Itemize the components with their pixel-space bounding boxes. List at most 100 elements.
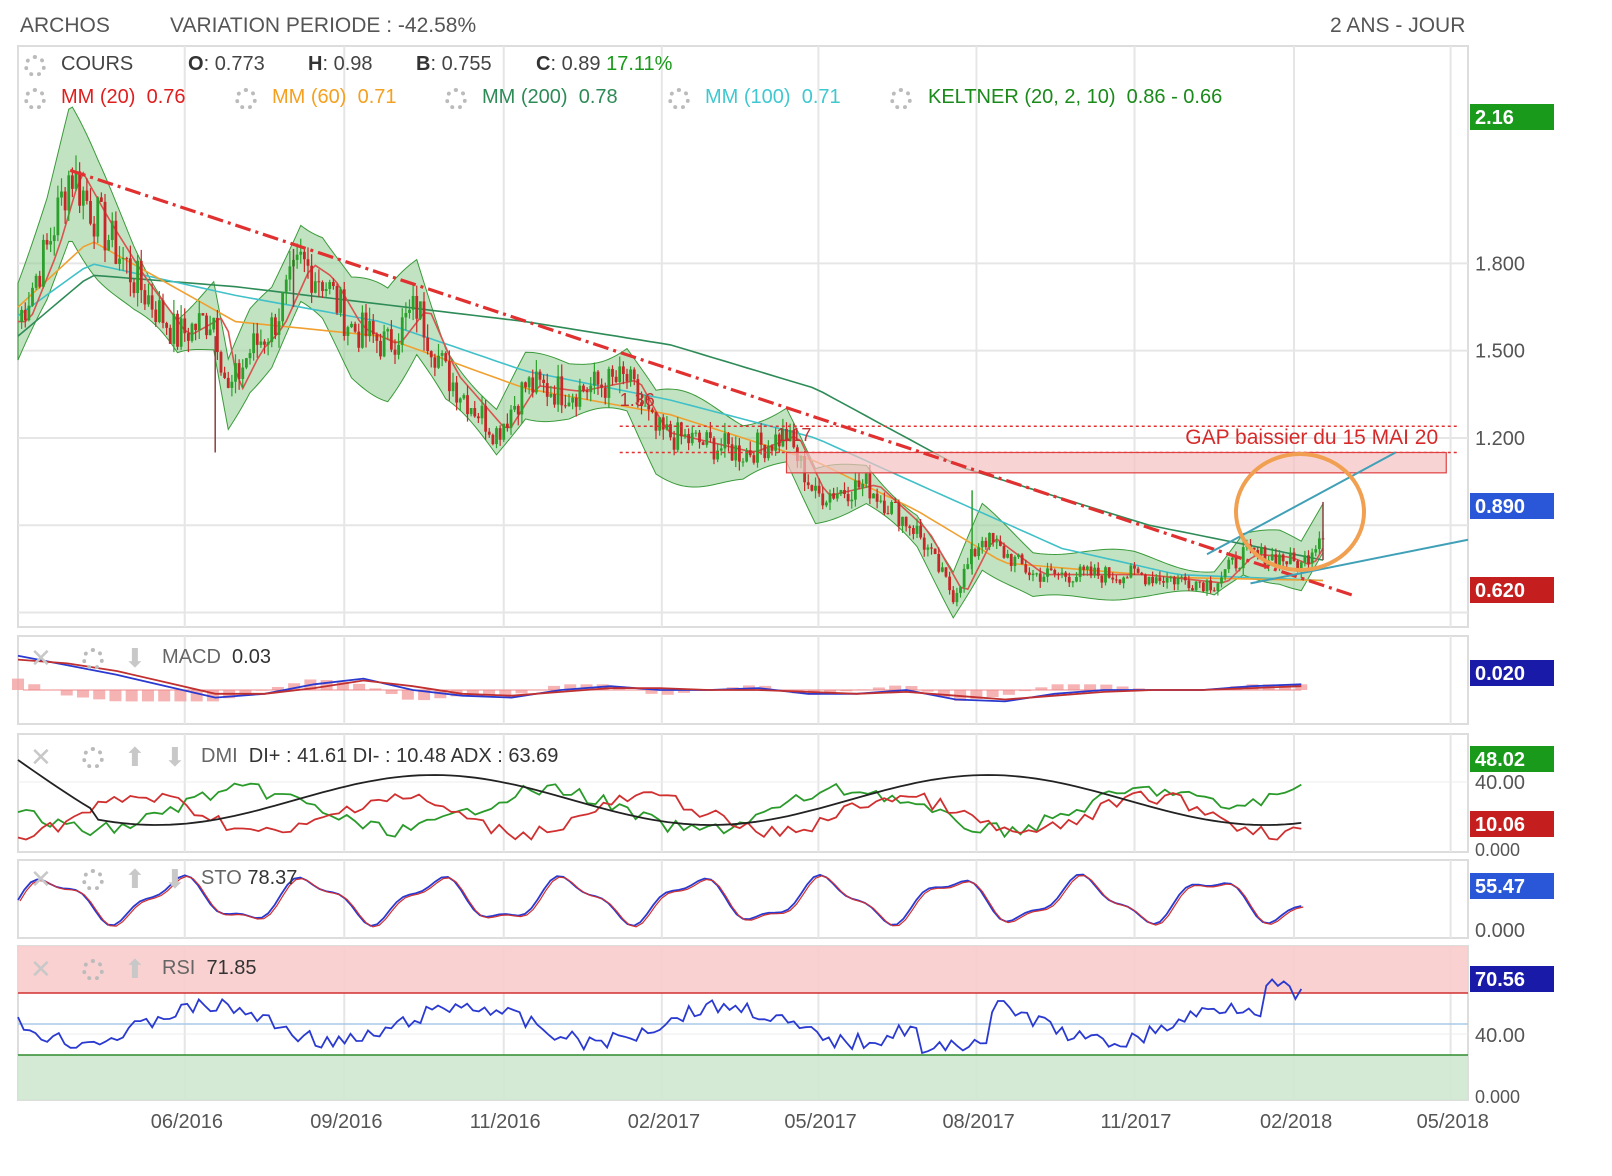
candle-body [741,461,745,463]
candle-body [1220,577,1223,584]
candle-body [1140,572,1144,575]
macd-histogram-bar [937,690,950,698]
candle-body [1303,555,1307,563]
candle-body [1053,569,1057,575]
candle-body [676,422,680,450]
ma-line-0 [17,274,1324,561]
candle-body [447,361,451,392]
dmi-ytick-0: 0.000 [1475,840,1520,860]
dmi-ytick-40: 40.00 [1475,772,1525,794]
badge-macd-bg [1470,660,1554,686]
sto-move-up-icon[interactable]: ⬆ [124,864,146,894]
candle-body [458,398,462,403]
dmi-close-icon[interactable]: ✕ [30,742,52,772]
badge-0-620-bg [1470,577,1554,603]
macd-histogram-bar [1035,687,1048,690]
candle-body [1317,538,1321,550]
candle-body [27,305,31,321]
macd-histogram-bar [76,690,89,698]
candle-body [1169,577,1173,579]
candle-body [509,409,513,428]
candle-body [223,372,227,378]
candle-body [1263,547,1267,567]
candle-body [538,371,542,380]
macd-histogram-bar [1246,684,1259,690]
candle-body [839,490,843,494]
candle-body [611,368,614,377]
support-channel-line [1250,538,1469,585]
candle-body [701,442,705,445]
candle-body [393,349,397,355]
candle-body [451,382,455,392]
candle-body [1281,554,1285,562]
candle-body [190,323,194,341]
mm60-gear-icon[interactable] [235,88,257,110]
macd-move-down-icon[interactable]: ⬇ [124,643,146,673]
candle-body [1136,568,1140,573]
rsi-gear-icon[interactable] [82,959,104,981]
candle-body [553,394,556,405]
cours-settings-gear-icon[interactable] [24,55,46,77]
mm20-gear-icon[interactable] [24,88,46,110]
candle-body [814,485,817,491]
candle-body [640,402,643,407]
period-selector[interactable]: 2 ANS - JOUR [1330,14,1466,37]
candle-body [114,220,118,264]
sto-move-down-icon[interactable]: ⬇ [164,864,186,894]
dmi-gear-icon[interactable] [82,747,104,769]
macd-gear-icon[interactable] [82,648,104,670]
candle-body [313,281,317,293]
candle-body [1172,577,1176,585]
candle-body [777,434,781,447]
macd-histogram-bar [158,690,171,702]
candle-body [418,301,422,319]
badge-close-0-890: 0.890 [1475,496,1525,518]
candle-body [1198,581,1202,583]
dmi-move-up-icon[interactable]: ⬆ [124,742,146,772]
keltner-gear-icon[interactable] [890,88,912,110]
candle-body [563,405,567,407]
candle-body [1082,566,1086,570]
candle-body [404,312,408,318]
candle-body [154,309,158,323]
candle-body [582,385,585,391]
candle-body [20,309,24,323]
candle-body [774,434,778,451]
gap-annotation: GAP baissier du 15 MAI 20 [1185,426,1438,449]
candle-body [118,258,121,264]
x-tick-1: 09/2016 [310,1111,382,1133]
candle-body [375,334,379,341]
candle-body [549,394,553,397]
sto-label: STO 78.37 [201,867,298,889]
candle-body [368,321,372,337]
candle-body [1100,575,1104,583]
candle-body [476,416,480,419]
macd-panel-frame [17,635,1469,725]
macd-histogram-bar [1295,684,1308,690]
mm100-gear-icon[interactable] [668,88,690,110]
candle-body [901,516,904,526]
sto-close-icon[interactable]: ✕ [30,864,52,894]
candle-body [933,548,937,554]
candle-body [31,287,34,306]
candle-body [85,190,89,201]
candle-body [1259,547,1263,554]
candle-body [1285,561,1289,565]
candle-body [99,197,103,202]
macd-signal-line [17,658,1302,701]
x-tick-0: 06/2016 [151,1111,223,1133]
candle-body [625,373,629,382]
dmi-move-down-icon[interactable]: ⬇ [164,742,186,772]
candle-body [1038,573,1042,582]
candle-body [730,444,734,461]
candle-body [861,483,865,488]
candle-body [988,532,991,548]
candle-body [1042,576,1046,582]
highlight-circle [1234,452,1366,572]
rsi-close-icon[interactable]: ✕ [30,954,52,984]
candle-body [1158,577,1162,582]
rsi-move-up-icon[interactable]: ⬆ [124,954,146,984]
mm200-gear-icon[interactable] [445,88,467,110]
macd-close-icon[interactable]: ✕ [30,643,52,673]
sto-gear-icon[interactable] [82,869,104,891]
